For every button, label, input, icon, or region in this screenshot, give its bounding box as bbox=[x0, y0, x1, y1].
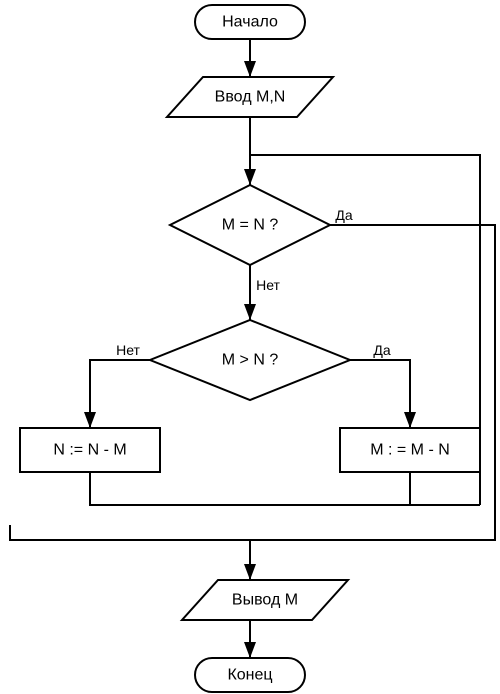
node-output: Вывод M bbox=[182, 580, 348, 620]
flow-edge bbox=[350, 360, 410, 428]
node-label: M : = M - N bbox=[370, 442, 450, 459]
nodes: Начало Ввод M,N M = N ? M > N ? N := N - M M … bbox=[20, 5, 480, 692]
node-dec1: M = N ? bbox=[170, 185, 330, 265]
node-procR: M : = M - N bbox=[340, 428, 480, 472]
node-input: Ввод M,N bbox=[167, 77, 333, 117]
flow-edge bbox=[90, 472, 480, 505]
flow-edge bbox=[90, 360, 150, 428]
edge-label-dec1_yes: Да bbox=[335, 207, 352, 223]
flow-edge bbox=[10, 540, 250, 580]
node-label: M = N ? bbox=[222, 217, 279, 234]
node-dec2: M > N ? bbox=[150, 320, 350, 400]
node-start: Начало bbox=[195, 5, 305, 39]
node-label: Вывод M bbox=[232, 592, 298, 609]
node-end: Конец bbox=[195, 658, 305, 692]
node-label: M > N ? bbox=[222, 352, 279, 369]
node-label: Конец bbox=[227, 667, 272, 684]
node-label: N := N - M bbox=[53, 442, 126, 459]
node-procL: N := N - M bbox=[20, 428, 160, 472]
edge-label-dec2_no: Нет bbox=[116, 342, 140, 358]
node-label: Начало bbox=[222, 14, 278, 31]
edge-label-dec2_yes: Да bbox=[373, 342, 390, 358]
edge-label-dec1_no: Нет bbox=[256, 277, 280, 293]
node-label: Ввод M,N bbox=[215, 89, 286, 106]
